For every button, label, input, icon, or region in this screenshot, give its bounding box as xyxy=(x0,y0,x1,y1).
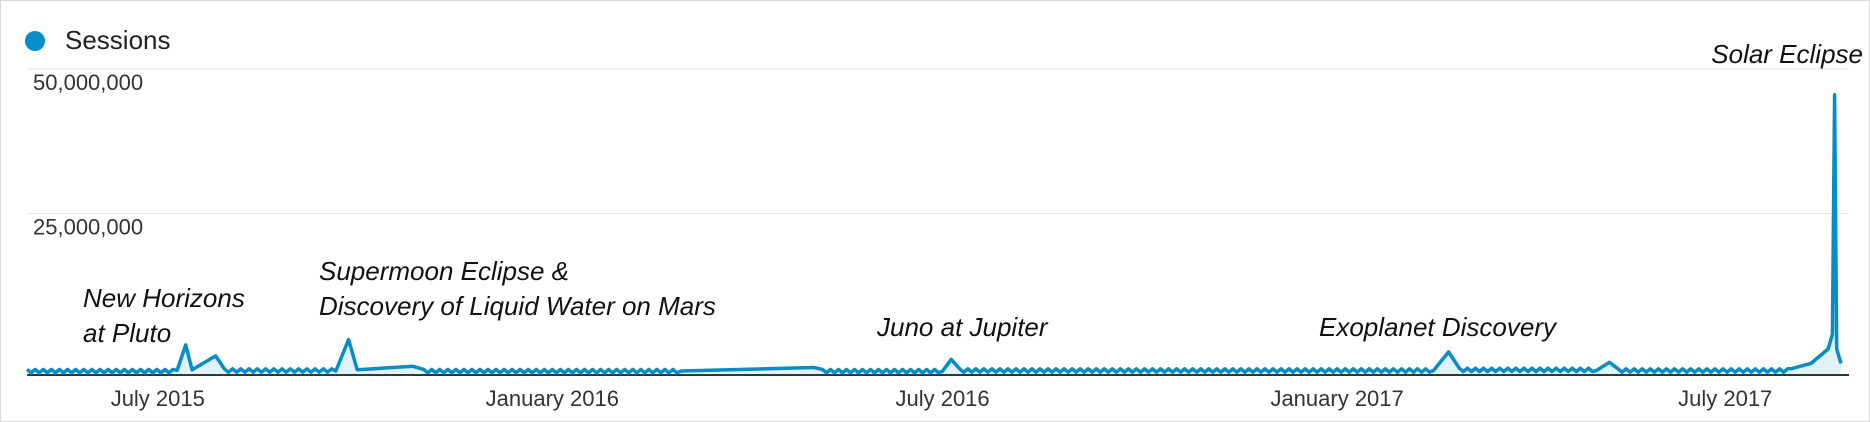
series-layer xyxy=(25,92,1843,375)
annotations: New Horizons at Pluto Supermoon Eclipse & D… xyxy=(83,39,1863,348)
series-line xyxy=(25,92,1843,375)
y-tick-label: 50,000,000 xyxy=(33,70,143,95)
x-tick-label: July 2016 xyxy=(895,386,989,411)
event-annotation: Solar Eclipse xyxy=(1711,39,1863,69)
event-annotation: at Pluto xyxy=(83,318,171,348)
x-tick-label: July 2015 xyxy=(111,386,205,411)
legend[interactable]: Sessions xyxy=(25,25,171,56)
event-annotation: Juno at Jupiter xyxy=(876,312,1049,342)
x-tick-label: January 2016 xyxy=(486,386,619,411)
y-axis-labels: 25,000,000 50,000,000 xyxy=(33,70,143,240)
grid xyxy=(27,68,1849,376)
x-axis-labels: July 2015 January 2016 July 2016 January 20… xyxy=(111,386,1773,411)
event-annotation: New Horizons xyxy=(83,283,245,313)
legend-label: Sessions xyxy=(65,25,171,55)
event-annotation: Discovery of Liquid Water on Mars xyxy=(319,291,716,321)
x-tick-label: January 2017 xyxy=(1270,386,1403,411)
legend-swatch-icon xyxy=(25,30,45,51)
y-tick-label: 25,000,000 xyxy=(33,215,143,240)
event-annotation: Supermoon Eclipse & xyxy=(319,256,569,286)
event-annotation: Exoplanet Discovery xyxy=(1319,312,1558,342)
x-tick-label: July 2017 xyxy=(1678,386,1772,411)
